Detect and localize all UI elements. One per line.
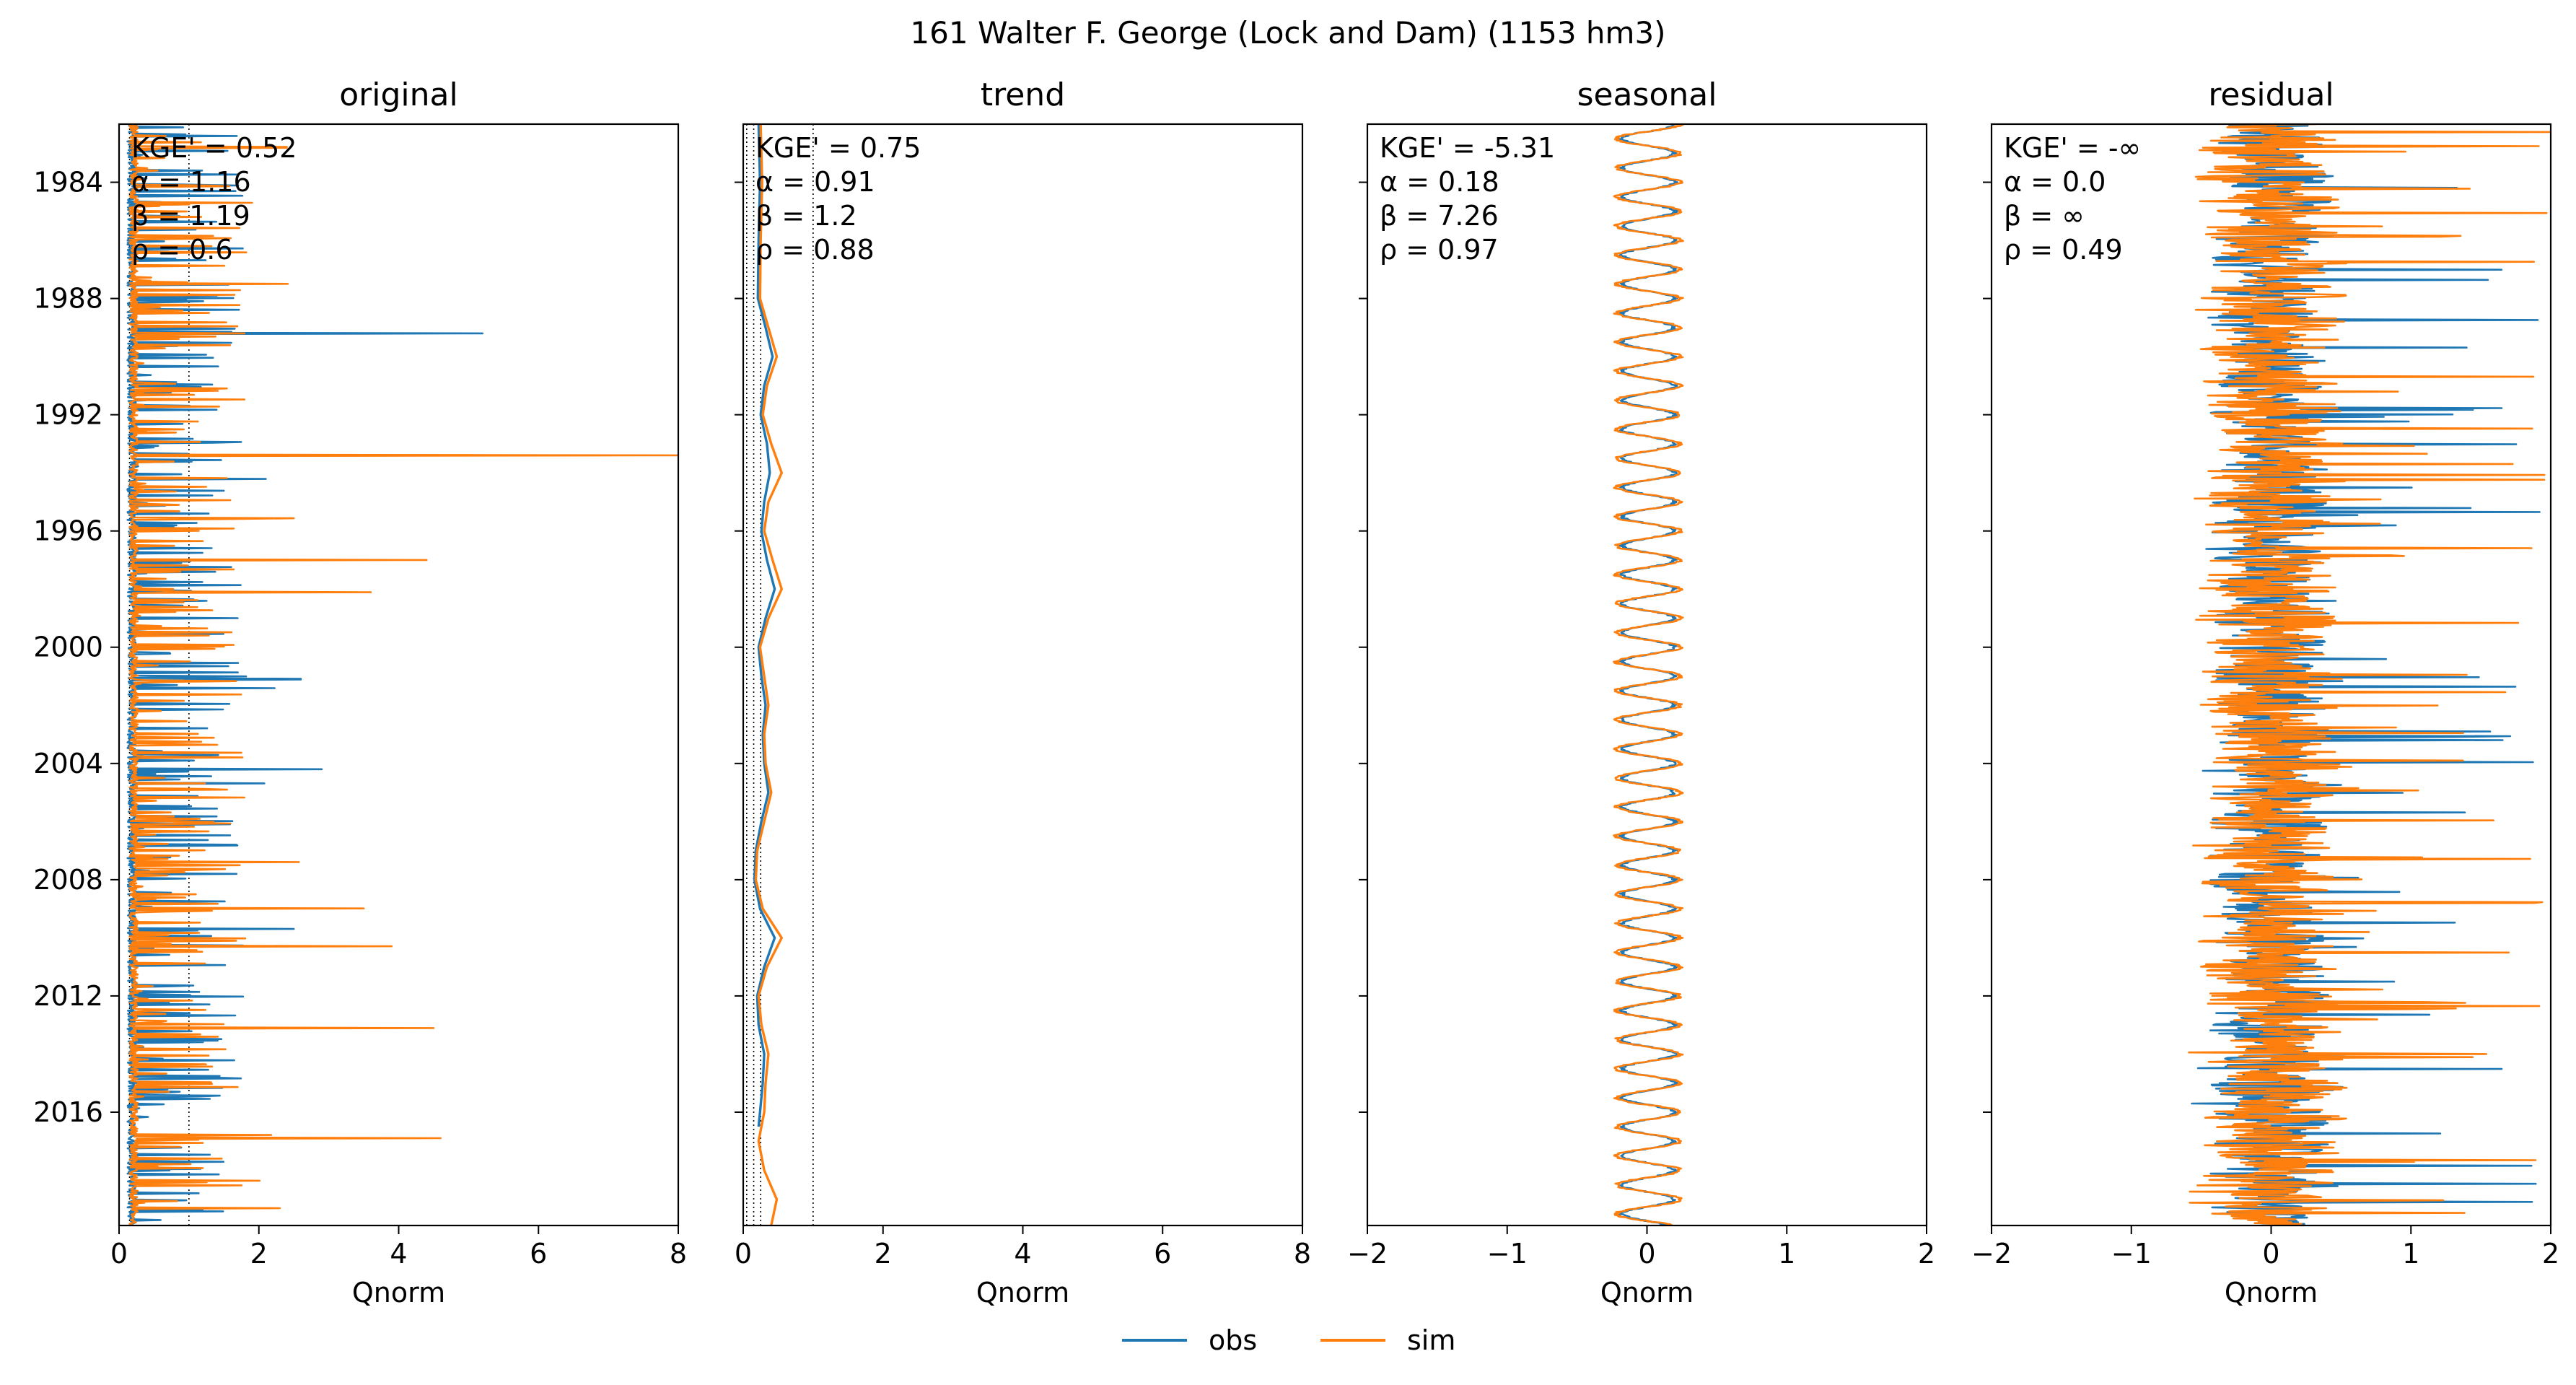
series-sim-residual xyxy=(2188,124,2551,1225)
x-tick-label-trend-0: 0 xyxy=(735,1238,752,1270)
panel-title-seasonal: seasonal xyxy=(1577,77,1717,113)
x-tick-label-seasonal-1: −1 xyxy=(1487,1238,1528,1270)
stat-residual-0: KGE' = -∞ xyxy=(2004,132,2141,164)
stat-trend-0: KGE' = 0.75 xyxy=(755,132,921,164)
series-obs-trend xyxy=(753,124,776,1127)
x-tick-label-residual-1: −1 xyxy=(2111,1238,2152,1270)
x-axis-label-original: Qnorm xyxy=(352,1277,445,1308)
x-tick-label-seasonal-3: 1 xyxy=(1778,1238,1795,1270)
x-tick-label-trend-3: 6 xyxy=(1154,1238,1171,1270)
x-axis-label-seasonal: Qnorm xyxy=(1600,1277,1694,1308)
stat-original-2: β = 1.19 xyxy=(131,200,250,232)
x-tick-label-residual-3: 1 xyxy=(2402,1238,2419,1270)
stat-original-1: α = 1.16 xyxy=(131,166,251,198)
panel-original: original 0 2 4 6 8 Qnorm 1984 1988 1992 1996 2000 20… xyxy=(33,77,687,1308)
stat-trend-3: ρ = 0.88 xyxy=(755,234,875,266)
panel-title-residual: residual xyxy=(2208,77,2334,113)
series-obs-seasonal xyxy=(1618,124,1679,1225)
plot-area-seasonal xyxy=(1613,124,1684,1225)
legend-obs-label: obs xyxy=(1209,1324,1257,1356)
x-tick-label-seasonal-4: 2 xyxy=(1918,1238,1935,1270)
series-sim-original xyxy=(128,124,678,1225)
x-axis-label-trend: Qnorm xyxy=(976,1277,1069,1308)
stat-residual-2: β = ∞ xyxy=(2004,200,2085,232)
y-tick-label-original-0: 1984 xyxy=(33,167,103,198)
axes-frame-seasonal xyxy=(1366,123,1928,1227)
y-tick-label-original-5: 2004 xyxy=(33,748,103,779)
x-tick-label-original-1: 2 xyxy=(250,1238,268,1270)
y-tick-label-original-4: 2000 xyxy=(33,632,103,663)
panel-title-trend: trend xyxy=(981,77,1065,113)
stat-trend-2: β = 1.2 xyxy=(755,200,857,232)
x-tick-label-residual-2: 0 xyxy=(2262,1238,2279,1270)
legend: obs sim xyxy=(1122,1324,1455,1356)
legend-sim-label: sim xyxy=(1407,1324,1455,1356)
y-tick-label-original-8: 2016 xyxy=(33,1096,103,1128)
x-tick-label-trend-2: 4 xyxy=(1014,1238,1031,1270)
x-tick-label-original-3: 6 xyxy=(530,1238,547,1270)
panel-seasonal: seasonal −2 −1 0 1 2 Qnorm KGE' = -5.31α = 0.18… xyxy=(1347,77,1935,1308)
series-sim-trend xyxy=(754,124,783,1225)
stat-trend-1: α = 0.91 xyxy=(755,166,875,198)
y-tick-label-original-3: 1996 xyxy=(33,515,103,547)
series-sim-seasonal xyxy=(1613,124,1684,1225)
stat-seasonal-3: ρ = 0.97 xyxy=(1380,234,1499,266)
stat-residual-3: ρ = 0.49 xyxy=(2004,234,2123,266)
plot-area-residual xyxy=(2188,124,2551,1225)
x-tick-label-residual-4: 2 xyxy=(2542,1238,2559,1270)
stat-original-0: KGE' = 0.52 xyxy=(131,132,297,164)
x-tick-label-trend-1: 2 xyxy=(875,1238,892,1270)
stat-residual-1: α = 0.0 xyxy=(2004,166,2106,198)
panel-title-original: original xyxy=(339,77,457,113)
figure-suptitle: 161 Walter F. George (Lock and Dam) (115… xyxy=(910,15,1665,51)
x-tick-label-residual-0: −2 xyxy=(1971,1238,2012,1270)
panel-trend: trend 0 2 4 6 8 Qnorm KGE' = 0.75α = 0.91β = 1.… xyxy=(735,77,1311,1308)
panel-residual: residual −2 −1 0 1 2 Qnorm KGE' = -∞α = 0.0β = … xyxy=(1971,77,2559,1308)
plot-area-trend xyxy=(746,124,814,1225)
y-tick-label-original-7: 2012 xyxy=(33,980,103,1012)
plot-area-original xyxy=(126,124,678,1225)
x-axis-label-residual: Qnorm xyxy=(2225,1277,2318,1308)
stat-original-3: ρ = 0.6 xyxy=(131,234,233,266)
x-tick-label-original-2: 4 xyxy=(390,1238,407,1270)
y-tick-label-original-6: 2008 xyxy=(33,864,103,896)
stat-seasonal-1: α = 0.18 xyxy=(1380,166,1499,198)
stat-seasonal-2: β = 7.26 xyxy=(1380,200,1499,232)
stat-seasonal-0: KGE' = -5.31 xyxy=(1380,132,1555,164)
x-tick-label-seasonal-2: 0 xyxy=(1638,1238,1655,1270)
x-tick-label-original-4: 8 xyxy=(670,1238,687,1270)
x-tick-label-trend-4: 8 xyxy=(1294,1238,1311,1270)
x-tick-label-original-0: 0 xyxy=(110,1238,128,1270)
y-tick-label-original-1: 1988 xyxy=(33,283,103,315)
y-tick-label-original-2: 1992 xyxy=(33,399,103,431)
axes-frame-trend xyxy=(742,123,1304,1227)
x-tick-label-seasonal-0: −2 xyxy=(1347,1238,1388,1270)
